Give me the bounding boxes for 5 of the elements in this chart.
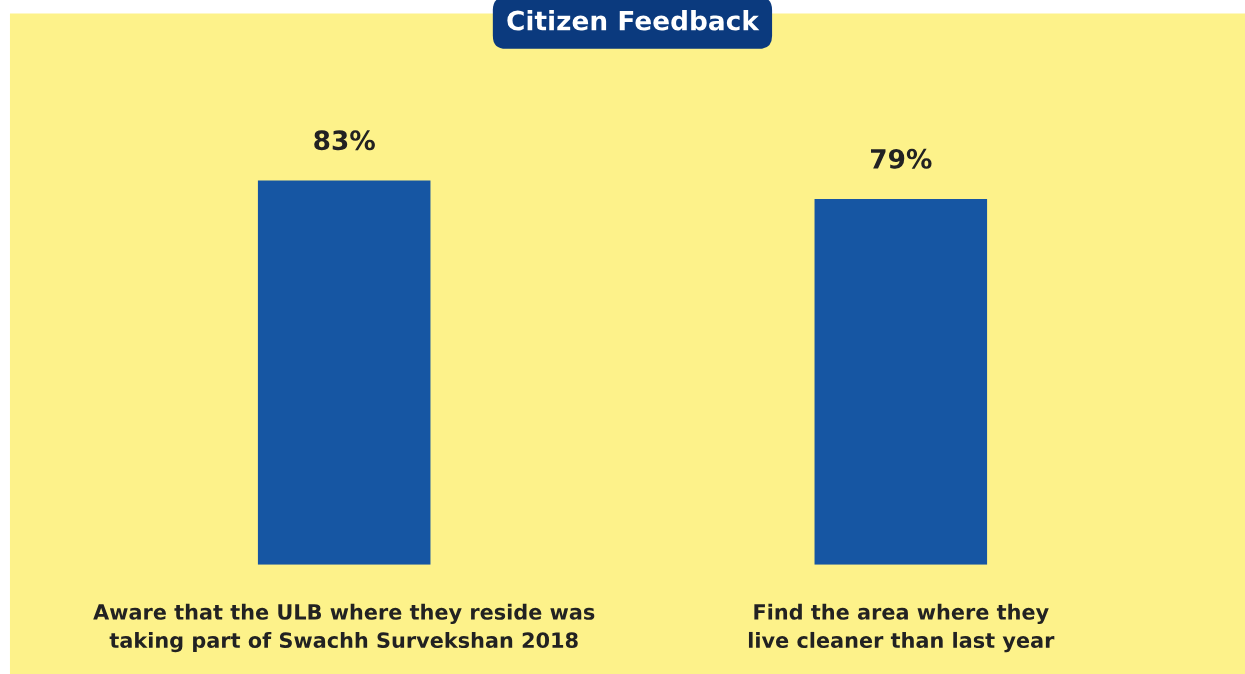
data-label: 79%	[870, 148, 932, 169]
data-label: 83%	[314, 130, 375, 151]
x-tick-label: Find the area where they live cleaner than last year	[748, 603, 1055, 653]
x-tick-label: Aware that the ULB where they reside was taking part of Swachh Survekshan 2018	[93, 603, 595, 653]
chart-title: Citizen Feedback	[507, 10, 760, 31]
